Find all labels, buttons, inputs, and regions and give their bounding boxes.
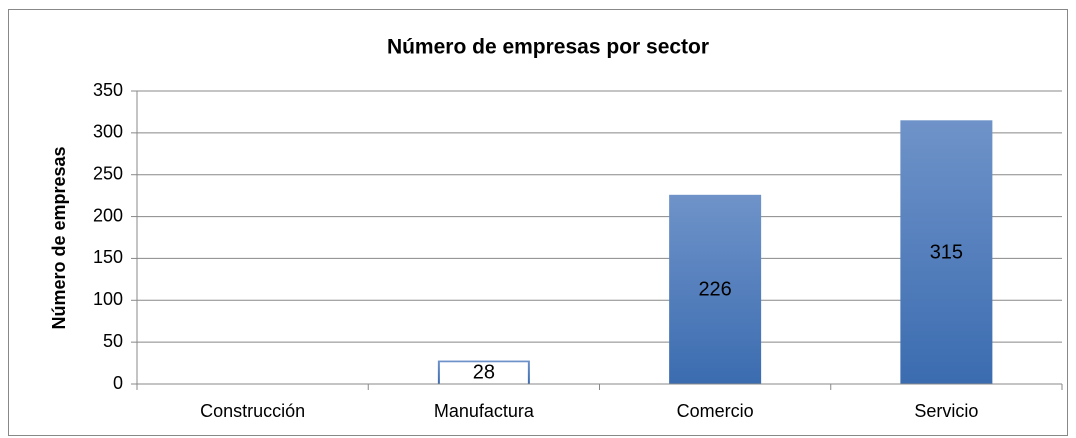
y-tick-label: 50 (103, 331, 123, 351)
chart-frame (8, 9, 1068, 436)
x-tick-label: Construcción (200, 401, 305, 421)
y-tick-label: 0 (113, 373, 123, 393)
x-tick-label: Manufactura (434, 401, 535, 421)
x-tick-label: Servicio (914, 401, 978, 421)
data-label: 28 (473, 362, 495, 384)
y-tick-label: 300 (93, 122, 123, 142)
y-tick-label: 350 (93, 80, 123, 100)
bar (900, 120, 993, 385)
y-tick-label: 250 (93, 163, 123, 183)
data-label: 226 (698, 279, 731, 301)
data-label: 315 (930, 241, 963, 263)
x-tick-label: Comercio (677, 401, 754, 421)
chart-title: Número de empresas por sector (387, 36, 709, 59)
y-tick-label: 200 (93, 205, 123, 225)
bar (669, 194, 762, 384)
data-label-box (439, 362, 528, 385)
y-axis-label: Número de empresas (49, 146, 69, 329)
y-tick-label: 150 (93, 247, 123, 267)
y-tick-label: 100 (93, 289, 123, 309)
